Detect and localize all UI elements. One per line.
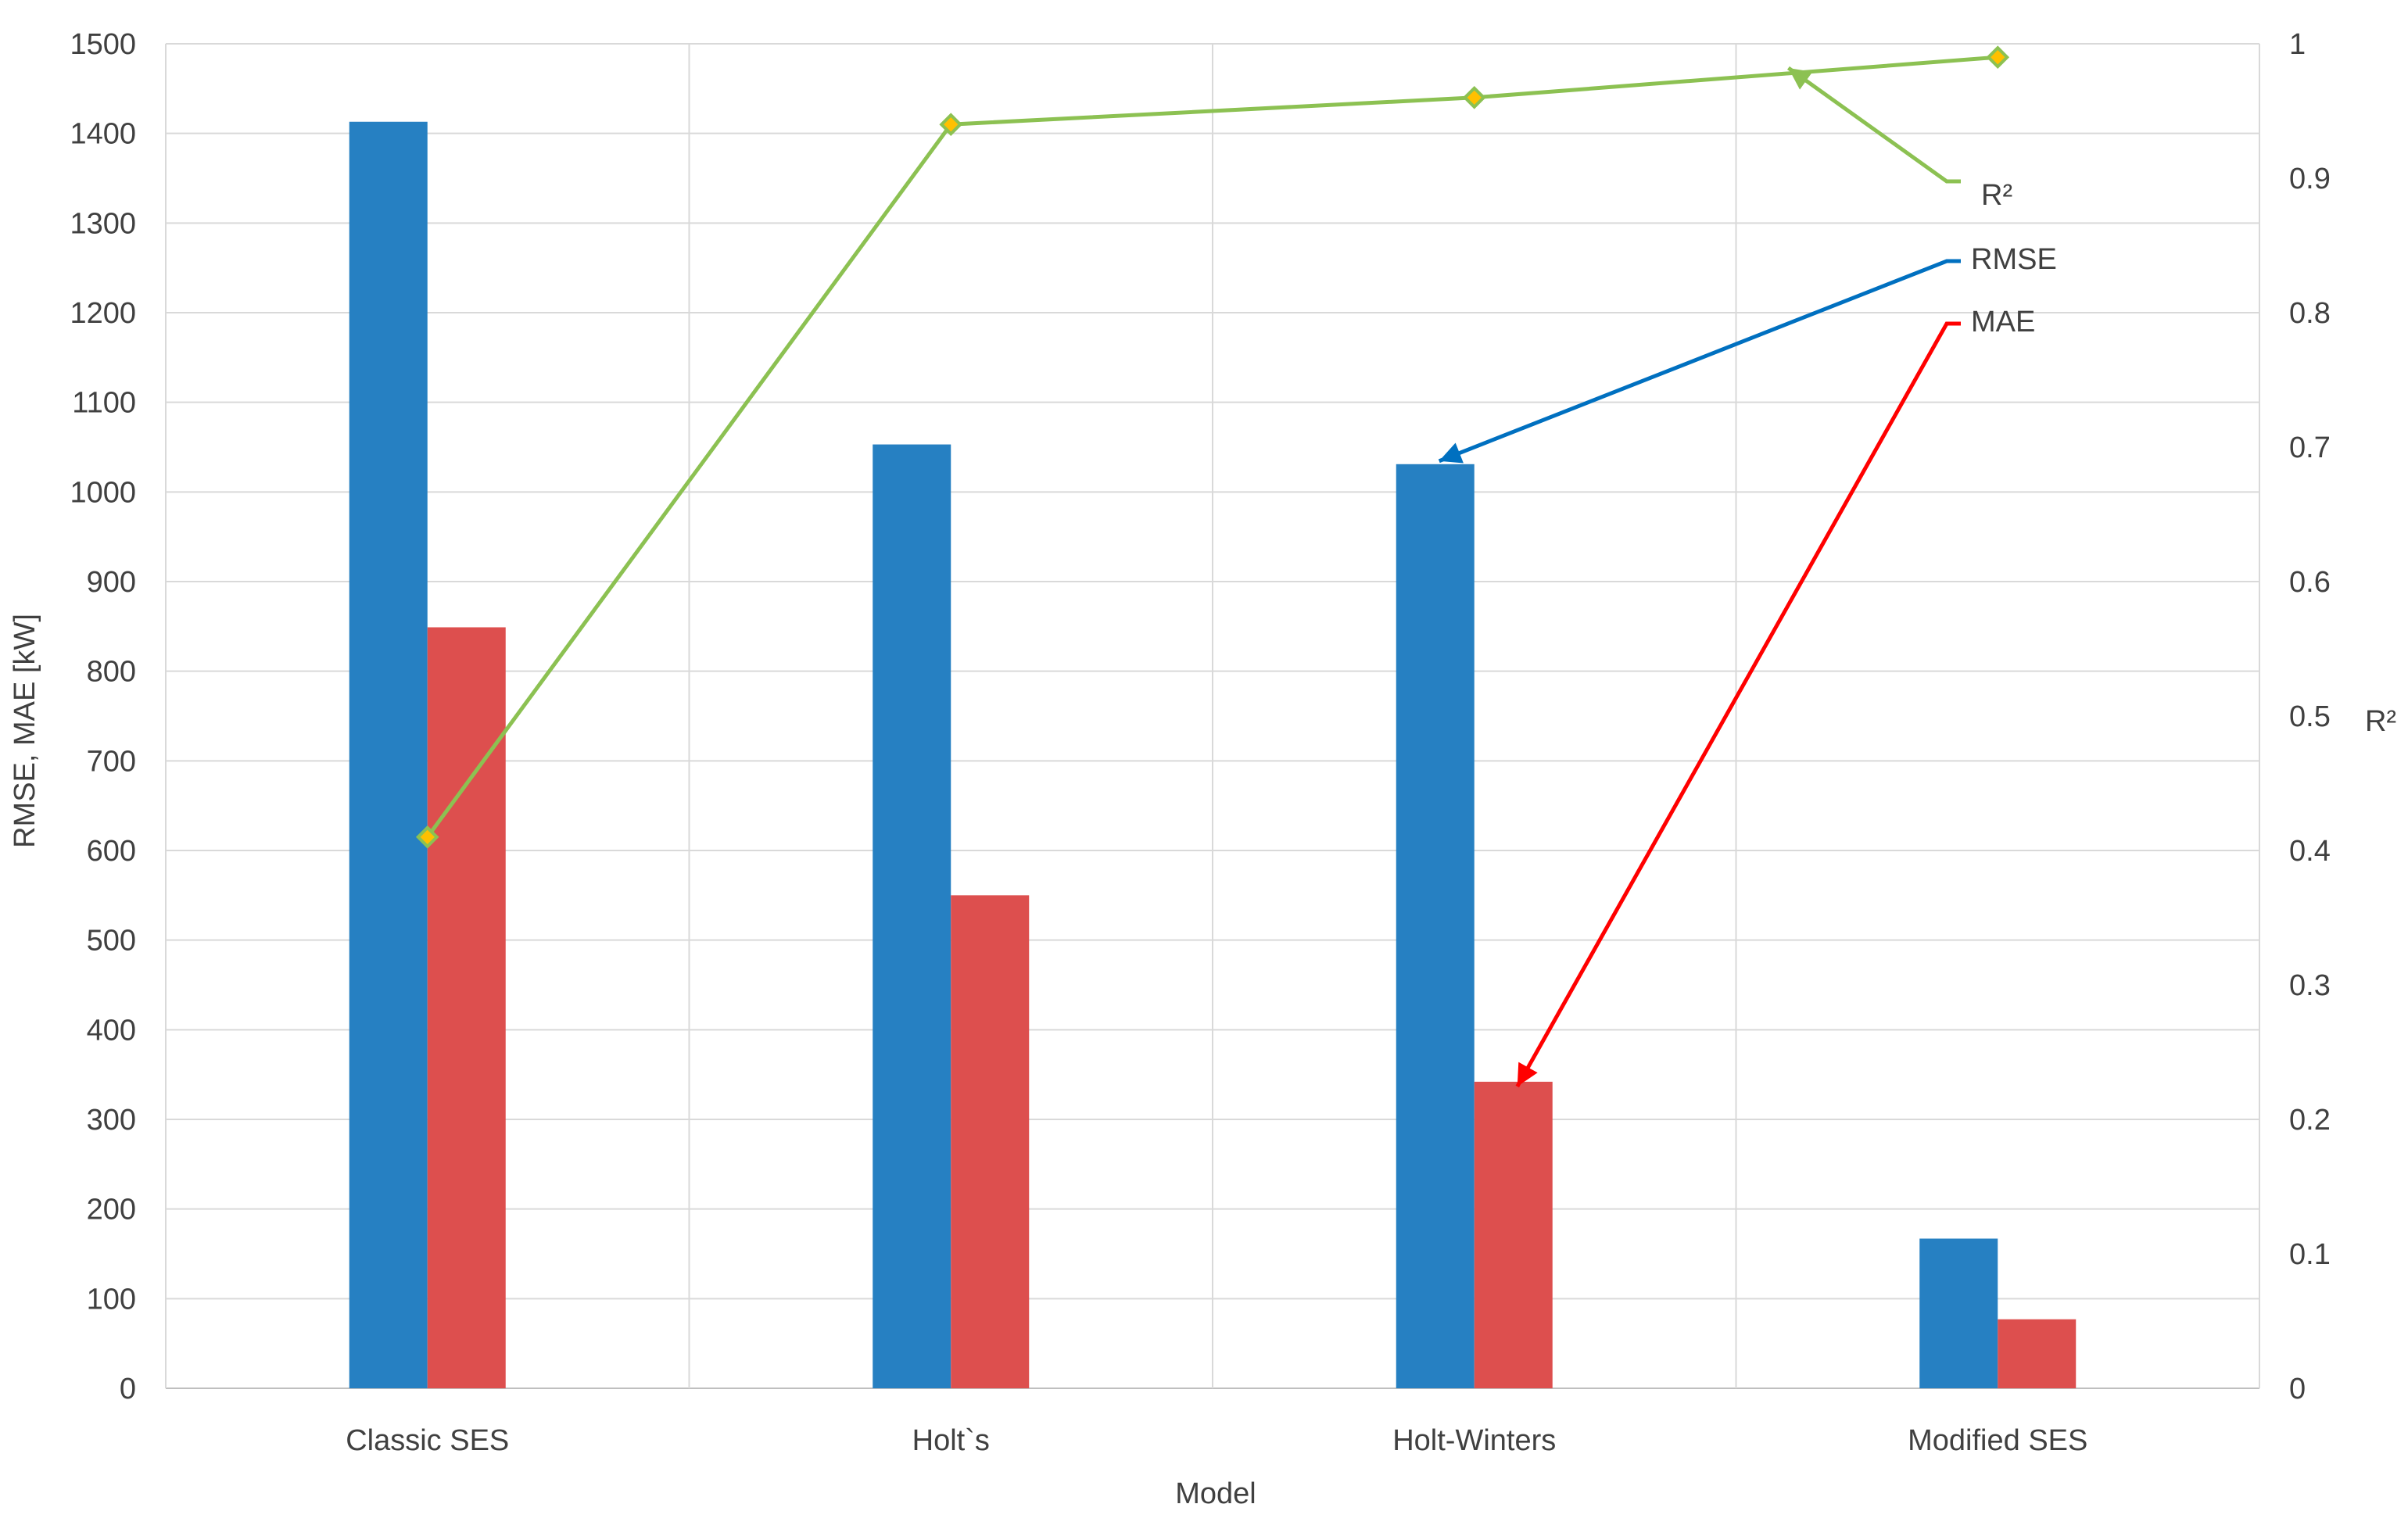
y2-tick-label: 0.5	[2289, 700, 2331, 733]
x-tick-label: Classic SES	[346, 1424, 509, 1457]
y2-tick-label: 0.1	[2289, 1238, 2331, 1271]
callout-line	[1786, 66, 1961, 184]
y2-tick-label: 0.8	[2289, 297, 2331, 330]
y-tick-label: 1100	[72, 387, 136, 420]
callout-arrowhead	[1439, 442, 1464, 464]
bar-mae-1	[951, 895, 1030, 1388]
y2-tick-label: 0.4	[2289, 835, 2331, 868]
callout-arrowhead	[1517, 1062, 1538, 1087]
r2-marker-2	[1462, 85, 1486, 109]
y-tick-label: 300	[87, 1104, 136, 1137]
bar-mae-2	[1474, 1081, 1553, 1388]
y-tick-label: 0	[120, 1373, 136, 1405]
callout-label: MAE	[1971, 306, 2035, 338]
y2-tick-label: 0.3	[2289, 969, 2331, 1002]
y-tick-label: 600	[87, 835, 136, 868]
bar-rmse-1	[873, 444, 951, 1388]
y-tick-label: 1400	[70, 118, 136, 151]
y-tick-label: 1500	[70, 28, 136, 61]
y-tick-label: 500	[87, 925, 136, 958]
tick-labels: 0 100 200 300 400 500 600 700 800 900 1000 1100 1200…	[70, 28, 2330, 1457]
y2-tick-label: 0.9	[2289, 163, 2331, 195]
y-tick-label: 400	[87, 1014, 136, 1047]
y2-axis-title: R²	[2365, 705, 2396, 738]
x-tick-label: Holt-Winters	[1392, 1424, 1556, 1457]
y-tick-label: 800	[87, 656, 136, 689]
gridlines	[165, 43, 2260, 1389]
callouts: R² RMSE MAE	[1438, 66, 2057, 1088]
r2-marker-1	[939, 113, 963, 137]
y-tick-label: 900	[87, 566, 136, 599]
callout-line	[1515, 321, 1961, 1088]
callout-line	[1438, 259, 1961, 464]
y2-tick-label: 0.6	[2289, 566, 2331, 599]
r2-marker-3	[1986, 45, 2010, 70]
r2-marker-0	[415, 825, 439, 849]
callout-arrowhead	[1788, 67, 1813, 90]
x-tick-label: Modified SES	[1908, 1424, 2087, 1457]
y-axis-title: RMSE, MAE [kW]	[9, 614, 41, 848]
y-tick-label: 1000	[70, 476, 136, 509]
bar-rmse-0	[349, 121, 428, 1388]
y-tick-label: 200	[87, 1194, 136, 1226]
callout-label: RMSE	[1971, 243, 2057, 276]
y2-tick-label: 0.2	[2289, 1104, 2331, 1137]
bar-rmse-2	[1396, 464, 1475, 1389]
r2-line-series	[415, 45, 2010, 849]
bar-series	[349, 121, 2077, 1389]
bar-mae-3	[1998, 1319, 2077, 1388]
x-tick-label: Holt`s	[912, 1424, 990, 1457]
callout-label: R²	[1981, 179, 2012, 212]
bar-rmse-3	[1919, 1238, 1998, 1388]
y-tick-label: 1300	[70, 207, 136, 240]
y2-tick-label: 0	[2289, 1373, 2306, 1405]
y-tick-label: 100	[87, 1283, 136, 1316]
bar-mae-0	[427, 627, 506, 1388]
r2-line	[425, 55, 1998, 839]
y2-tick-label: 0.7	[2289, 431, 2331, 464]
y-tick-label: 1200	[70, 297, 136, 330]
y-tick-label: 700	[87, 745, 136, 778]
y2-tick-label: 1	[2289, 28, 2306, 61]
x-axis-title: Model	[1175, 1477, 1256, 1510]
